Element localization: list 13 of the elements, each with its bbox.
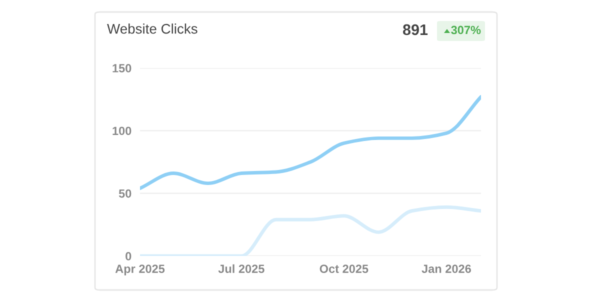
y-tick-label: 0: [126, 252, 132, 260]
text: 307%: [451, 26, 481, 34]
y-tick-label: 100: [112, 126, 132, 136]
x-tick-label: Jul 2025: [218, 264, 264, 274]
y-tick-label: 150: [112, 64, 132, 72]
x-tick-label: Oct 2025: [320, 264, 368, 274]
y-tick-label: 50: [118, 189, 132, 198]
chart-title: Website Clicks: [107, 24, 198, 34]
line-series: [140, 95, 481, 190]
text: 891: [402, 24, 428, 36]
x-tick-label: Apr 2025: [115, 264, 165, 276]
line-series: [140, 205, 481, 256]
x-tick-label: Jan 2026: [422, 264, 471, 274]
